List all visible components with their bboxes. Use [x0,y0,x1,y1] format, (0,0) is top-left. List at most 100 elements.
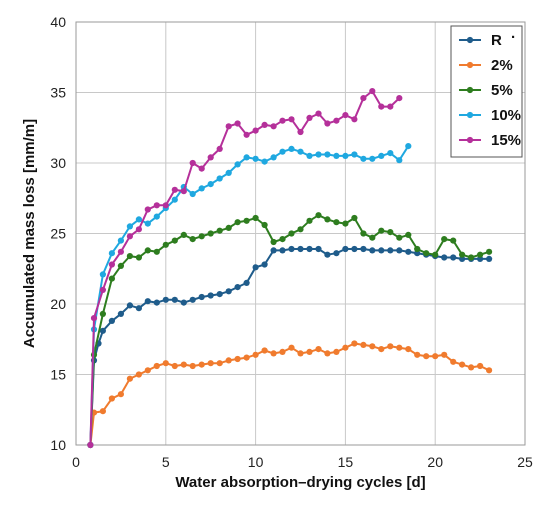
data-point [261,158,268,165]
data-point [279,348,286,355]
data-point [216,145,223,152]
legend-label: R [491,32,502,49]
data-point [108,250,115,257]
data-point [450,254,457,261]
x-tick-label: 20 [427,454,443,470]
data-point [99,327,106,334]
data-point [243,279,250,286]
data-point [369,234,376,241]
data-point [378,247,385,254]
data-point [324,216,331,223]
data-point [144,367,151,374]
data-point [486,248,493,255]
data-point [342,245,349,253]
data-point [216,360,223,367]
data-point [153,362,160,370]
data-point [288,344,295,351]
data-point [342,152,349,159]
data-point [243,217,250,224]
data-point [144,206,151,213]
data-point [90,315,98,322]
data-point [306,114,313,121]
data-point [450,358,457,365]
legend-box [450,25,523,158]
data-point [270,247,277,254]
data-point [378,103,385,110]
data-point [270,350,277,357]
data-point [153,299,160,306]
data-point [324,120,331,127]
data-point [189,296,196,303]
data-point [87,441,94,449]
data-point [126,233,133,240]
data-point [252,264,259,271]
data-point [153,248,160,255]
data-point [405,143,412,150]
legend-marker: · [511,29,516,46]
data-point [360,155,367,162]
data-point [360,341,367,348]
data-point [207,292,214,299]
data-point [216,291,223,298]
data-point [333,152,340,159]
data-point [468,254,475,261]
data-point [117,248,124,255]
legend-item: 2% [459,57,513,74]
data-point [441,236,448,243]
data-point [117,310,124,317]
data-point [333,219,340,226]
legend-swatch-marker [466,61,474,69]
data-point [171,362,178,370]
data-point [270,238,277,246]
y-tick-label: 15 [50,367,66,383]
x-tick-label: 15 [338,454,354,470]
data-point [351,245,358,253]
data-point [306,348,313,355]
data-point [270,154,277,161]
series-layer [87,88,493,449]
data-point [468,364,475,371]
data-point [387,247,394,254]
data-point [135,371,142,378]
data-point [252,214,259,222]
data-point [99,408,106,415]
x-tick-label: 25 [517,454,533,470]
series-15pct [87,88,403,449]
data-point [234,120,241,127]
data-point [279,117,286,124]
data-point [180,299,187,306]
data-point [387,103,394,110]
data-point [144,247,151,254]
y-tick-label: 40 [50,14,66,30]
data-point [108,275,115,282]
data-point [162,360,169,367]
data-point [207,230,214,237]
data-point [423,250,430,257]
data-point [243,131,250,138]
data-point [360,245,367,253]
data-point [477,251,484,258]
data-point [279,148,286,155]
data-point [351,151,358,158]
data-point [297,148,304,155]
legend-label: 10% [491,107,521,124]
data-point [414,351,421,358]
data-point [171,196,178,203]
data-point [171,186,178,193]
data-point [360,95,367,102]
data-point [225,123,232,130]
legend-label: 2% [491,57,513,74]
data-point [189,236,196,243]
data-point [270,123,277,130]
legend-swatch-marker [466,111,474,119]
data-point [117,391,124,398]
data-point [333,250,340,257]
data-point [261,221,268,229]
data-point [261,121,268,128]
legend-swatch-marker [466,36,474,44]
data-point [441,351,448,358]
data-point [342,112,349,119]
data-point [432,251,439,258]
x-tick-label: 5 [162,454,170,470]
